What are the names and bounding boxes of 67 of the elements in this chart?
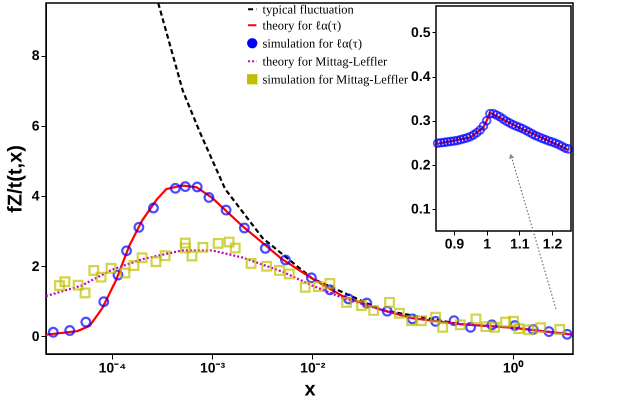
point bbox=[508, 120, 518, 130]
point bbox=[521, 126, 531, 136]
point bbox=[472, 128, 482, 138]
point bbox=[462, 133, 472, 143]
point bbox=[537, 134, 548, 144]
point bbox=[478, 121, 488, 131]
point bbox=[449, 136, 459, 146]
point bbox=[432, 138, 442, 148]
y-tick-label: 8 bbox=[32, 47, 40, 64]
x-tick-label: 10⁻² bbox=[300, 360, 326, 376]
point bbox=[459, 134, 469, 144]
point bbox=[439, 138, 449, 148]
point bbox=[452, 136, 462, 146]
point bbox=[436, 138, 446, 148]
point bbox=[554, 140, 564, 150]
y-tick-label: 0 bbox=[32, 328, 40, 344]
point bbox=[456, 134, 466, 144]
point bbox=[446, 136, 456, 146]
legend-label: typical fluctuation bbox=[262, 2, 355, 16]
legend-label: simulation for Mittag-Leffler bbox=[262, 72, 409, 86]
y-tick-label: 0.3 bbox=[411, 112, 431, 128]
y-tick-label: 2 bbox=[32, 258, 40, 274]
point bbox=[494, 112, 505, 122]
point bbox=[564, 144, 573, 154]
x-tick-label: 1 bbox=[483, 236, 492, 252]
point bbox=[475, 125, 485, 135]
legend-label: theory for Mittag-Leffler bbox=[262, 54, 388, 68]
point bbox=[528, 129, 538, 139]
y-axis-title: fZ/t(t,x) bbox=[4, 145, 27, 213]
point bbox=[468, 130, 478, 140]
point bbox=[530, 130, 540, 140]
point bbox=[540, 134, 550, 144]
point bbox=[442, 137, 452, 147]
y-tick-label: 0.5 bbox=[411, 24, 431, 40]
y-tick-label: 0.4 bbox=[411, 68, 431, 84]
point bbox=[502, 116, 512, 126]
point bbox=[547, 137, 557, 147]
point bbox=[514, 122, 524, 132]
point bbox=[498, 114, 508, 124]
point bbox=[518, 124, 528, 134]
x-tick-label: 10⁻⁴ bbox=[98, 360, 126, 376]
point bbox=[492, 110, 502, 120]
point bbox=[511, 121, 521, 131]
x-tick-label: 1.2 bbox=[542, 236, 562, 252]
x-tick-label: 0.9 bbox=[444, 236, 464, 252]
y-tick-label: 0.2 bbox=[411, 156, 431, 172]
point bbox=[560, 143, 570, 153]
line-series bbox=[436, 112, 570, 151]
y-tick-label: 4 bbox=[32, 188, 40, 204]
point bbox=[534, 132, 544, 142]
x-tick-label: 1.1 bbox=[510, 236, 530, 252]
y-tick-label: 6 bbox=[32, 117, 40, 134]
x-tick-label: 10⁰ bbox=[502, 360, 524, 376]
point bbox=[466, 132, 476, 142]
point bbox=[544, 136, 554, 146]
point bbox=[482, 116, 492, 126]
point bbox=[488, 108, 498, 118]
point bbox=[504, 118, 514, 128]
point bbox=[557, 142, 567, 152]
legend-label: simulation for ℓα(τ) bbox=[262, 36, 362, 50]
point bbox=[524, 127, 534, 137]
x-tick-label: 10⁻³ bbox=[200, 360, 226, 376]
y-tick-label: 0.1 bbox=[411, 200, 431, 216]
point bbox=[550, 138, 560, 148]
legend-label: theory for ℓα(τ) bbox=[262, 18, 342, 32]
x-axis-title: x bbox=[304, 378, 316, 400]
point bbox=[485, 108, 495, 118]
